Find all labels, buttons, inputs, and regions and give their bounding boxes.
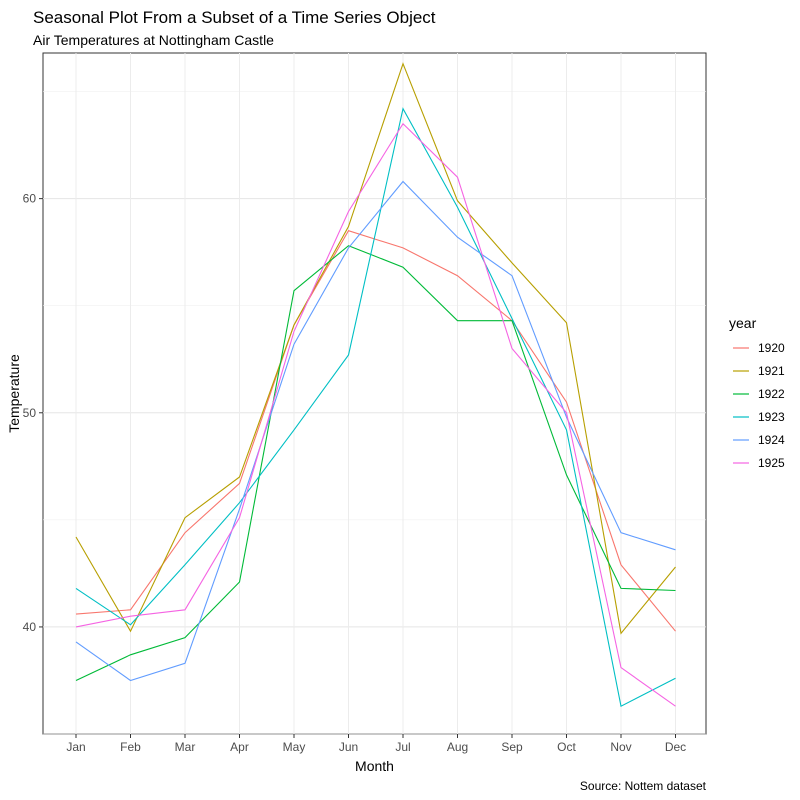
legend-label-1923: 1923: [758, 410, 785, 424]
legend: year 1920 1921 1922 1923 1924 1925: [729, 315, 785, 470]
y-axis-title: Temperature: [6, 354, 22, 433]
x-tick-label: Apr: [230, 740, 249, 754]
plot-panel: [42, 52, 707, 735]
legend-label-1924: 1924: [758, 433, 785, 447]
series-line-1925: [75, 122, 676, 707]
x-tick-label: Nov: [610, 740, 631, 754]
x-tick-label: Dec: [665, 740, 686, 754]
x-tick-label: Mar: [175, 740, 196, 754]
x-tick-label: Sep: [501, 740, 523, 754]
legend-label-1921: 1921: [758, 364, 785, 378]
series-line-1923: [75, 107, 676, 708]
grid-lines: [43, 53, 706, 735]
chart-title: Seasonal Plot From a Subset of a Time Se…: [33, 8, 436, 27]
series-line-1921: [75, 62, 676, 635]
series-lines: [75, 62, 676, 708]
y-tick-label: 60: [23, 192, 37, 206]
x-tick-label: Jul: [395, 740, 410, 754]
chart-caption: Source: Nottem dataset: [580, 779, 707, 793]
y-tick-label: 50: [23, 406, 37, 420]
series-line-1922: [75, 245, 676, 681]
y-axis-ticks: 40 50 60: [23, 192, 43, 634]
legend-title: year: [729, 315, 757, 331]
chart-subtitle: Air Temperatures at Nottingham Castle: [33, 32, 274, 48]
series-line-1924: [75, 180, 676, 682]
legend-label-1922: 1922: [758, 387, 785, 401]
legend-label-1925: 1925: [758, 456, 785, 470]
x-tick-label: Jan: [66, 740, 85, 754]
y-tick-label: 40: [23, 620, 37, 634]
series-line-1920: [75, 230, 676, 632]
x-tick-label: Feb: [120, 740, 141, 754]
legend-label-1920: 1920: [758, 341, 785, 355]
x-axis-title: Month: [355, 758, 394, 774]
x-tick-label: May: [283, 740, 306, 754]
x-tick-label: Aug: [447, 740, 468, 754]
x-tick-label: Jun: [339, 740, 358, 754]
x-tick-label: Oct: [557, 740, 576, 754]
x-axis-ticks: Jan Feb Mar Apr May Jun Jul Aug Sep Oct Nov Dec: [66, 734, 686, 754]
